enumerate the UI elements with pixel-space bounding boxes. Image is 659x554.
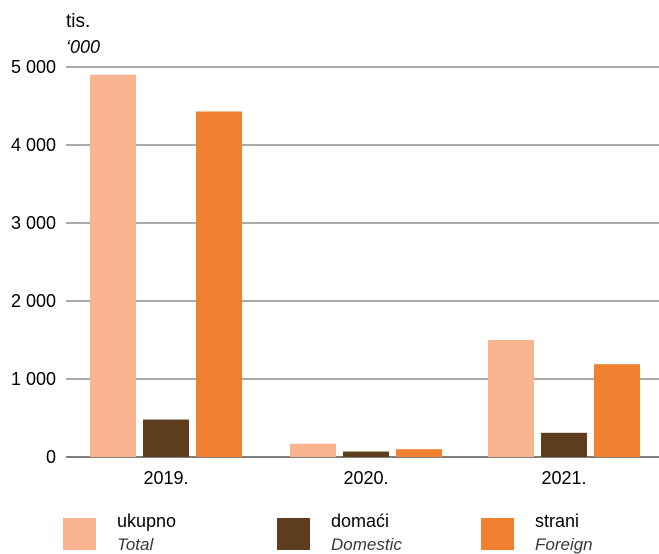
bar (488, 340, 534, 457)
bars (90, 74, 640, 458)
y-tick-label: 5 000 (11, 57, 56, 77)
legend-label: strani (535, 511, 579, 531)
x-tick-label: 2020. (343, 468, 388, 488)
x-tick-label: 2021. (541, 468, 586, 488)
legend-swatch (277, 518, 310, 550)
bar (290, 443, 336, 457)
y-tick-label: 0 (46, 447, 56, 467)
y-tick-label: 4 000 (11, 135, 56, 155)
gridlines (66, 66, 659, 458)
legend-label-en: Foreign (535, 535, 593, 554)
legend-label: ukupno (117, 511, 176, 531)
bar (594, 364, 640, 457)
legend-label: domaći (331, 511, 389, 531)
bar (396, 449, 442, 457)
x-axis-labels: 2019. 2020. 2021. (143, 468, 586, 488)
y-tick-label: 2 000 (11, 291, 56, 311)
legend-label-en: Domestic (331, 535, 402, 554)
unit-label: tis. (66, 11, 90, 32)
unit-label-en: ‘000 (66, 37, 100, 57)
legend-swatch (481, 518, 514, 550)
legend-swatch (63, 518, 96, 550)
bar (90, 74, 136, 458)
y-tick-label: 1 000 (11, 369, 56, 389)
bar (143, 419, 189, 457)
y-axis-labels: 0 1 000 2 000 3 000 4 000 5 000 (11, 57, 56, 467)
legend-label-en: Total (117, 535, 154, 554)
y-tick-label: 3 000 (11, 213, 56, 233)
bar (541, 432, 587, 457)
bar (343, 451, 389, 457)
bar (196, 111, 242, 458)
x-tick-label: 2019. (143, 468, 188, 488)
legend: ukupno Total domaći Domestic strani Foreign (63, 511, 593, 554)
